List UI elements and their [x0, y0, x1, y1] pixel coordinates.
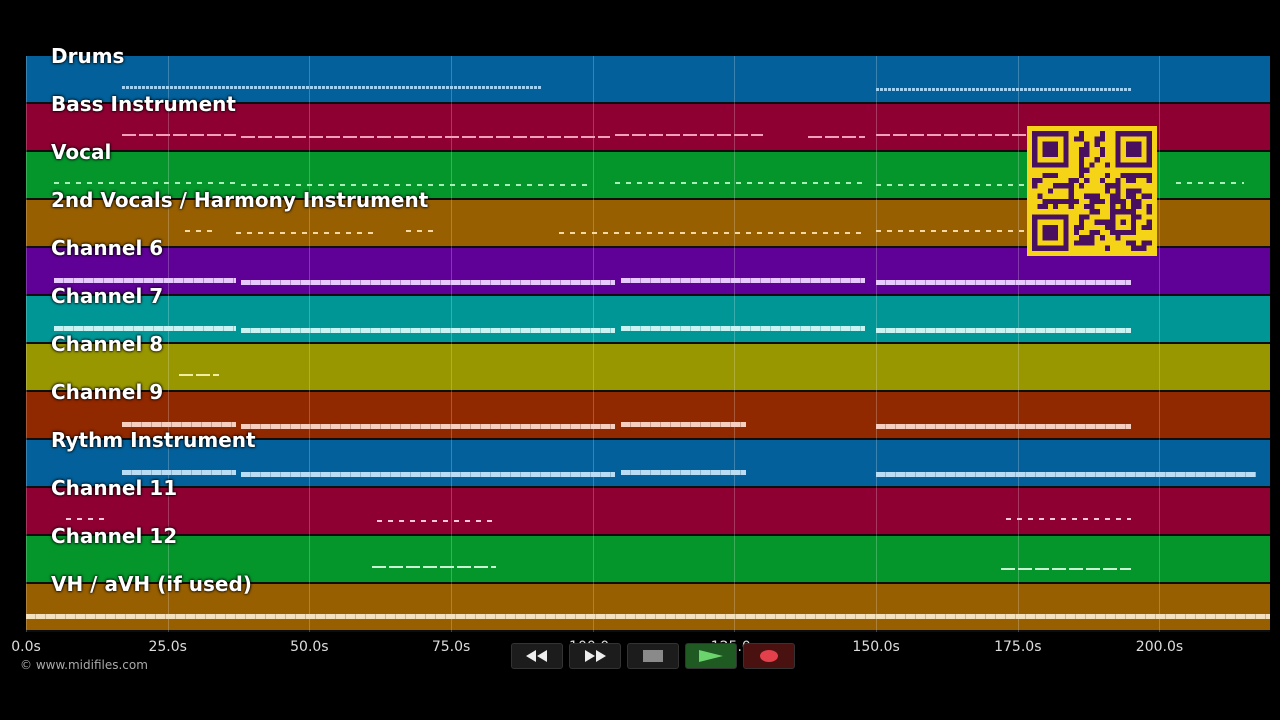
note-segment: [876, 472, 1256, 477]
track-lane: [26, 56, 1270, 104]
track-label: Channel 8: [51, 332, 164, 356]
fast-forward-icon: [585, 650, 606, 662]
track-lane: [26, 488, 1270, 536]
note-segment: [235, 232, 378, 234]
note-segment: [615, 134, 763, 136]
track-label: Channel 11: [51, 476, 178, 500]
note-segment: [241, 328, 616, 333]
note-segment: [377, 520, 497, 522]
grid-line: [167, 56, 169, 632]
time-tick-label: 25.0s: [148, 639, 187, 655]
grid-line: [876, 56, 878, 632]
track-lane: [26, 584, 1270, 632]
note-segment: [241, 136, 610, 138]
note-segment: [54, 278, 236, 283]
track-label: VH / aVH (if used): [51, 572, 252, 596]
grid-line: [26, 56, 27, 632]
play-icon: [699, 650, 723, 662]
note-segment: [1000, 568, 1132, 570]
grid-line: [734, 56, 736, 632]
track-label: Vocal: [51, 140, 112, 164]
note-segment: [876, 280, 1132, 285]
track-label: Rythm Instrument: [51, 428, 256, 452]
track-lane: [26, 344, 1270, 392]
time-tick-label: 175.0s: [994, 639, 1042, 655]
note-segment: [65, 518, 106, 520]
track-lane: [26, 392, 1270, 440]
note-segment: [876, 184, 1132, 186]
note-segment: [876, 328, 1132, 333]
note-segment: [26, 614, 1270, 619]
grid-line: [309, 56, 311, 632]
record-icon: [760, 650, 778, 662]
track-label: Channel 9: [51, 380, 164, 404]
track-label: Channel 12: [51, 524, 178, 548]
note-segment: [241, 184, 593, 186]
note-segment: [876, 134, 1132, 136]
stop-button[interactable]: [627, 643, 679, 669]
note-segment: [241, 280, 616, 285]
grid-line: [1017, 56, 1019, 632]
fast-forward-button[interactable]: [569, 643, 621, 669]
grid-line: [451, 56, 453, 632]
note-segment: [558, 232, 865, 234]
record-button[interactable]: [743, 643, 795, 669]
copyright-text: © www.midifiles.com: [20, 658, 148, 672]
note-segment: [241, 472, 616, 477]
note-segment: [405, 230, 435, 232]
track-label: Channel 7: [51, 284, 164, 308]
track-label: Drums: [51, 44, 125, 68]
note-segment: [621, 470, 746, 475]
note-segment: [54, 182, 236, 184]
track-lane: [26, 536, 1270, 584]
track-lane: [26, 440, 1270, 488]
time-tick-label: 150.0s: [852, 639, 900, 655]
track-lane: [26, 296, 1270, 344]
track-label: 2nd Vocals / Harmony Instrument: [51, 188, 429, 212]
note-segment: [808, 136, 865, 138]
track-lane: [26, 248, 1270, 296]
note-segment: [1176, 182, 1245, 184]
note-segment: [122, 86, 542, 89]
time-tick-label: 200.0s: [1135, 639, 1184, 655]
note-segment: [371, 566, 497, 568]
note-segment: [621, 326, 865, 331]
time-tick-label: 0.0s: [11, 639, 41, 655]
note-segment: [241, 424, 616, 429]
stop-icon: [643, 650, 663, 662]
track-label: Bass Instrument: [51, 92, 236, 116]
qr-code-icon: [1027, 126, 1157, 256]
note-segment: [615, 182, 865, 184]
note-segment: [621, 278, 865, 283]
transport-controls: [511, 643, 795, 669]
note-segment: [876, 88, 1132, 91]
note-segment: [184, 230, 214, 232]
note-segment: [1006, 518, 1132, 520]
note-segment: [876, 230, 1047, 232]
track-label: Channel 6: [51, 236, 164, 260]
note-segment: [122, 134, 236, 136]
note-segment: [621, 422, 746, 427]
note-segment: [122, 422, 236, 427]
time-tick-label: 50.0s: [290, 639, 329, 655]
rewind-icon: [526, 650, 547, 662]
play-button[interactable]: [685, 643, 737, 669]
grid-line: [592, 56, 594, 632]
time-tick-label: 75.0s: [431, 639, 471, 655]
note-segment: [122, 470, 236, 475]
note-segment: [179, 374, 219, 376]
note-segment: [876, 424, 1132, 429]
rewind-button[interactable]: [511, 643, 563, 669]
note-segment: [54, 326, 236, 331]
grid-line: [1159, 56, 1161, 632]
